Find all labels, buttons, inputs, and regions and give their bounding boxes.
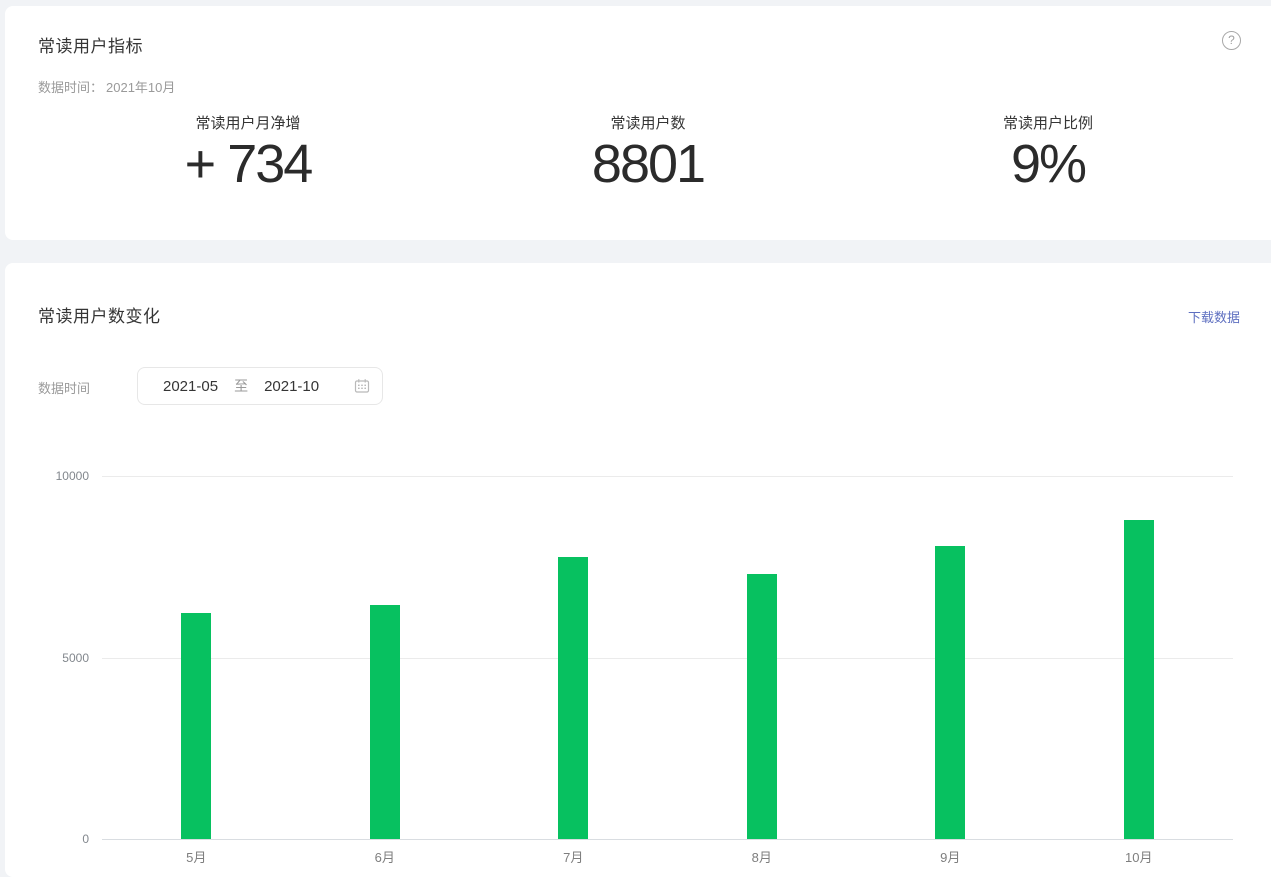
h-gridline [102,476,1233,477]
metric-label: 常读用户月净增 [195,115,301,132]
x-axis-tick-label: 9月 [940,850,961,865]
help-icon[interactable]: ? [1222,31,1241,50]
metric-regular-reader-count: 常读用户数 8801 [448,112,848,191]
x-axis-tick-label: 8月 [751,850,772,865]
date-range-separator: 至 [234,378,249,394]
regular-reader-metrics-card: 常读用户指标 ? 数据时间： 2021年10月 常读用户月净增 + 734 常读用… [5,6,1271,240]
filter-label: 数据时间 [38,381,91,396]
data-time-label: 数据时间： [38,80,104,95]
x-axis-tick-label: 5月 [186,850,207,865]
x-axis-tick-label: 7月 [563,850,584,865]
date-range-start: 2021-05 [163,377,219,395]
x-axis-line [102,839,1233,840]
metric-monthly-net-increase: 常读用户月净增 + 734 [48,112,448,191]
metric-value: 9% [1010,134,1087,194]
reader-count-trend-card: 常读用户数变化 下载数据 数据时间 2021-05 至 2021-10 0 500… [5,263,1271,877]
metric-value: 8801 [591,134,706,194]
download-data-link[interactable]: 下载数据 [1188,310,1241,325]
chart-bar[interactable] [369,605,400,839]
data-time: 数据时间： 2021年10月 [38,77,175,96]
data-time-value: 2021年10月 [106,80,176,95]
h-gridline [102,657,1233,659]
bar-chart: 0 5000 10000 5月 6月 7月 8月 9月 10月 [5,263,1271,877]
y-axis-tick-label: 0 [82,832,89,846]
x-axis-tick-label: 6月 [374,850,395,865]
metric-label: 常读用户比例 [1002,115,1093,132]
calendar-icon [354,379,370,393]
x-axis-tick-label: 10月 [1125,850,1153,865]
chart-bar[interactable] [746,574,777,839]
trend-card-title: 常读用户数变化 [38,307,161,326]
metric-value: + 734 [184,134,314,194]
question-mark-glyph: ? [1228,33,1235,47]
chart-bar[interactable] [935,546,966,839]
chart-bar[interactable] [558,557,589,839]
y-axis-tick-label: 10000 [55,469,89,483]
metric-label: 常读用户数 [610,115,686,132]
metric-regular-reader-ratio: 常读用户比例 9% [848,112,1248,191]
chart-bar[interactable] [181,612,212,839]
date-range-end: 2021-10 [264,377,320,395]
y-axis-tick-label: 5000 [62,650,89,665]
metrics-row: 常读用户月净增 + 734 常读用户数 8801 常读用户比例 9% [48,112,1248,191]
date-range-picker[interactable]: 2021-05 至 2021-10 [137,367,383,405]
chart-bar[interactable] [1123,519,1154,839]
metrics-card-title: 常读用户指标 [38,37,143,56]
